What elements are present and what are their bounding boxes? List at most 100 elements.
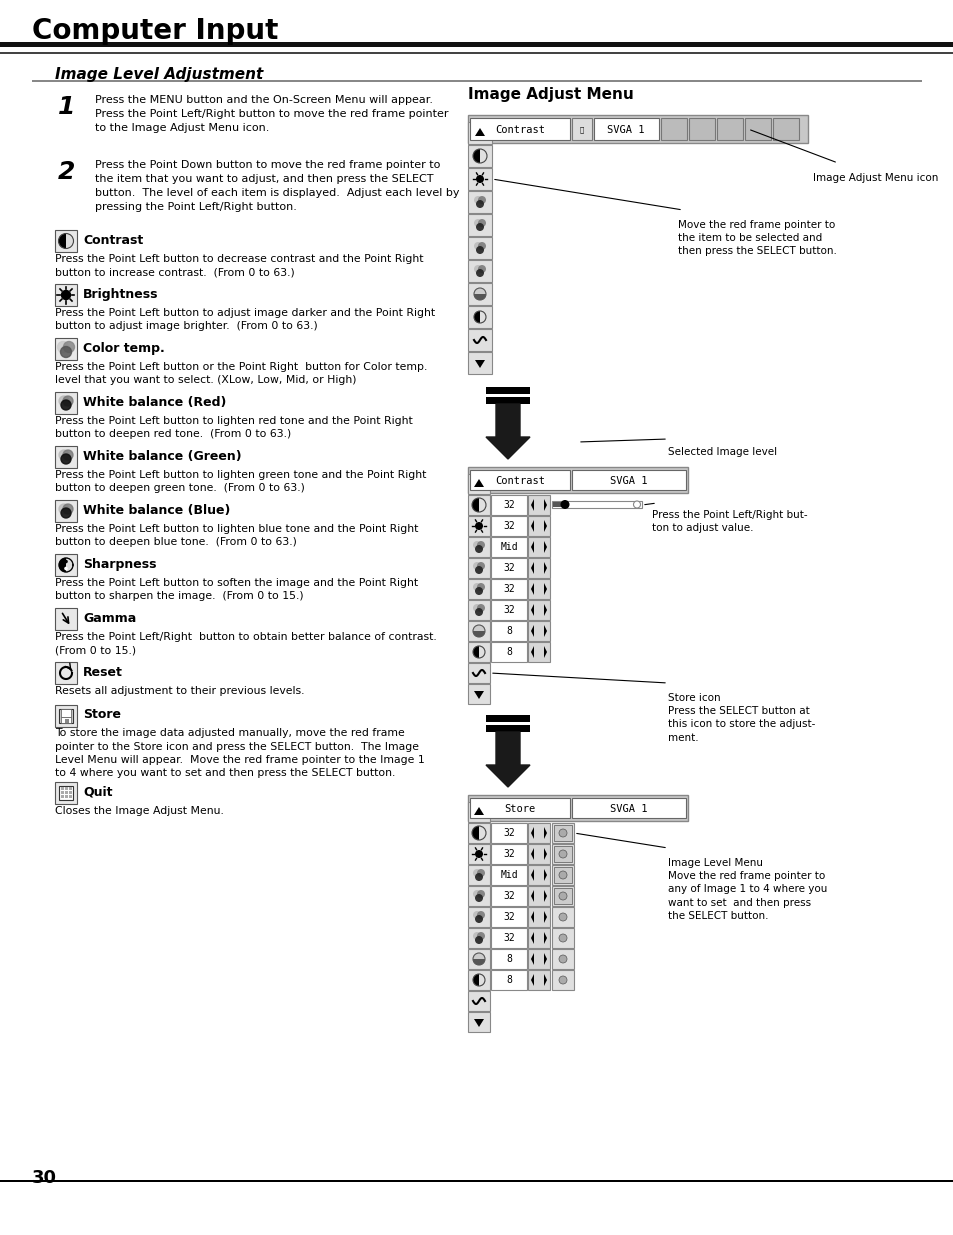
Circle shape xyxy=(476,175,483,183)
Bar xyxy=(468,306,492,329)
Bar xyxy=(468,823,490,844)
Bar xyxy=(527,495,550,515)
Bar xyxy=(468,474,490,494)
Text: Press the Point Left button to lighten red tone and the Point Right
button to de: Press the Point Left button to lighten r… xyxy=(55,416,413,440)
Bar xyxy=(554,825,572,841)
Wedge shape xyxy=(474,311,479,324)
Circle shape xyxy=(473,625,484,637)
Circle shape xyxy=(475,545,482,553)
Circle shape xyxy=(558,829,566,837)
Bar xyxy=(65,719,69,722)
Text: Image Level Adjustment: Image Level Adjustment xyxy=(55,67,263,82)
Polygon shape xyxy=(531,869,534,881)
Bar xyxy=(55,500,77,522)
Circle shape xyxy=(477,242,485,249)
Wedge shape xyxy=(473,631,484,637)
Bar xyxy=(527,844,550,864)
Bar xyxy=(0,52,953,54)
Bar xyxy=(59,709,73,722)
Bar xyxy=(485,387,530,394)
Wedge shape xyxy=(473,960,484,965)
Text: Press the Point Left button to lighten green tone and the Point Right
button to : Press the Point Left button to lighten g… xyxy=(55,471,426,493)
Polygon shape xyxy=(543,827,546,839)
Bar xyxy=(468,168,492,190)
Text: 32: 32 xyxy=(502,827,515,839)
Bar xyxy=(772,119,799,140)
Circle shape xyxy=(558,892,566,900)
Bar xyxy=(32,80,921,82)
Bar xyxy=(552,948,574,969)
Bar xyxy=(468,558,490,578)
Bar xyxy=(527,948,550,969)
Circle shape xyxy=(474,219,481,227)
Circle shape xyxy=(474,288,485,300)
Circle shape xyxy=(60,347,71,357)
Bar xyxy=(527,642,550,662)
Bar xyxy=(0,1179,953,1182)
Bar xyxy=(468,495,490,515)
Text: 32: 32 xyxy=(502,911,515,923)
Bar xyxy=(468,516,490,536)
Polygon shape xyxy=(543,911,546,923)
Text: Gamma: Gamma xyxy=(83,613,136,625)
Text: Closes the Image Adjust Menu.: Closes the Image Adjust Menu. xyxy=(55,805,224,815)
Text: White balance (Green): White balance (Green) xyxy=(83,450,241,463)
Text: 32: 32 xyxy=(502,932,515,944)
Bar xyxy=(468,663,490,683)
Bar xyxy=(491,927,526,948)
Circle shape xyxy=(61,508,71,517)
Bar xyxy=(61,790,64,794)
Text: Reset: Reset xyxy=(83,666,123,679)
Bar xyxy=(55,284,77,306)
Bar xyxy=(527,516,550,536)
Circle shape xyxy=(475,873,482,881)
Bar xyxy=(552,906,574,927)
Bar xyxy=(594,119,659,140)
Bar xyxy=(55,782,77,804)
Text: 32: 32 xyxy=(502,605,515,615)
Bar xyxy=(468,144,492,167)
Text: 32: 32 xyxy=(502,521,515,531)
Circle shape xyxy=(473,911,480,919)
Bar xyxy=(660,119,686,140)
Polygon shape xyxy=(531,932,534,944)
Bar xyxy=(527,621,550,641)
Text: Press the Point Left/Right but-
ton to adjust value.: Press the Point Left/Right but- ton to a… xyxy=(651,510,807,534)
Circle shape xyxy=(59,558,73,572)
Text: 32: 32 xyxy=(502,890,515,902)
Polygon shape xyxy=(531,520,534,532)
Circle shape xyxy=(476,932,484,940)
Bar xyxy=(468,864,490,885)
Bar xyxy=(527,969,550,990)
Polygon shape xyxy=(475,359,484,368)
Text: SVGA 1: SVGA 1 xyxy=(607,125,644,135)
Bar xyxy=(527,906,550,927)
Circle shape xyxy=(476,604,484,613)
Bar xyxy=(491,621,526,641)
Text: 32: 32 xyxy=(502,584,515,594)
Polygon shape xyxy=(531,562,534,574)
Polygon shape xyxy=(543,953,546,965)
FancyArrow shape xyxy=(485,732,530,787)
Bar xyxy=(552,864,574,885)
Text: 30: 30 xyxy=(32,1170,57,1187)
Bar xyxy=(55,704,77,726)
Text: Press the Point Left/Right  button to obtain better balance of contrast.
(From 0: Press the Point Left/Right button to obt… xyxy=(55,632,436,656)
Polygon shape xyxy=(543,890,546,902)
Circle shape xyxy=(473,932,480,940)
Polygon shape xyxy=(543,974,546,986)
Polygon shape xyxy=(543,604,546,616)
Text: 32: 32 xyxy=(502,500,515,510)
Circle shape xyxy=(633,501,639,508)
Bar xyxy=(468,927,490,948)
Circle shape xyxy=(474,242,481,249)
Wedge shape xyxy=(473,646,478,658)
Bar xyxy=(468,122,492,144)
Bar xyxy=(491,537,526,557)
Circle shape xyxy=(63,396,73,406)
Circle shape xyxy=(476,583,484,592)
Polygon shape xyxy=(531,541,534,553)
Circle shape xyxy=(477,196,485,204)
Bar xyxy=(468,352,492,374)
Bar xyxy=(55,608,77,630)
